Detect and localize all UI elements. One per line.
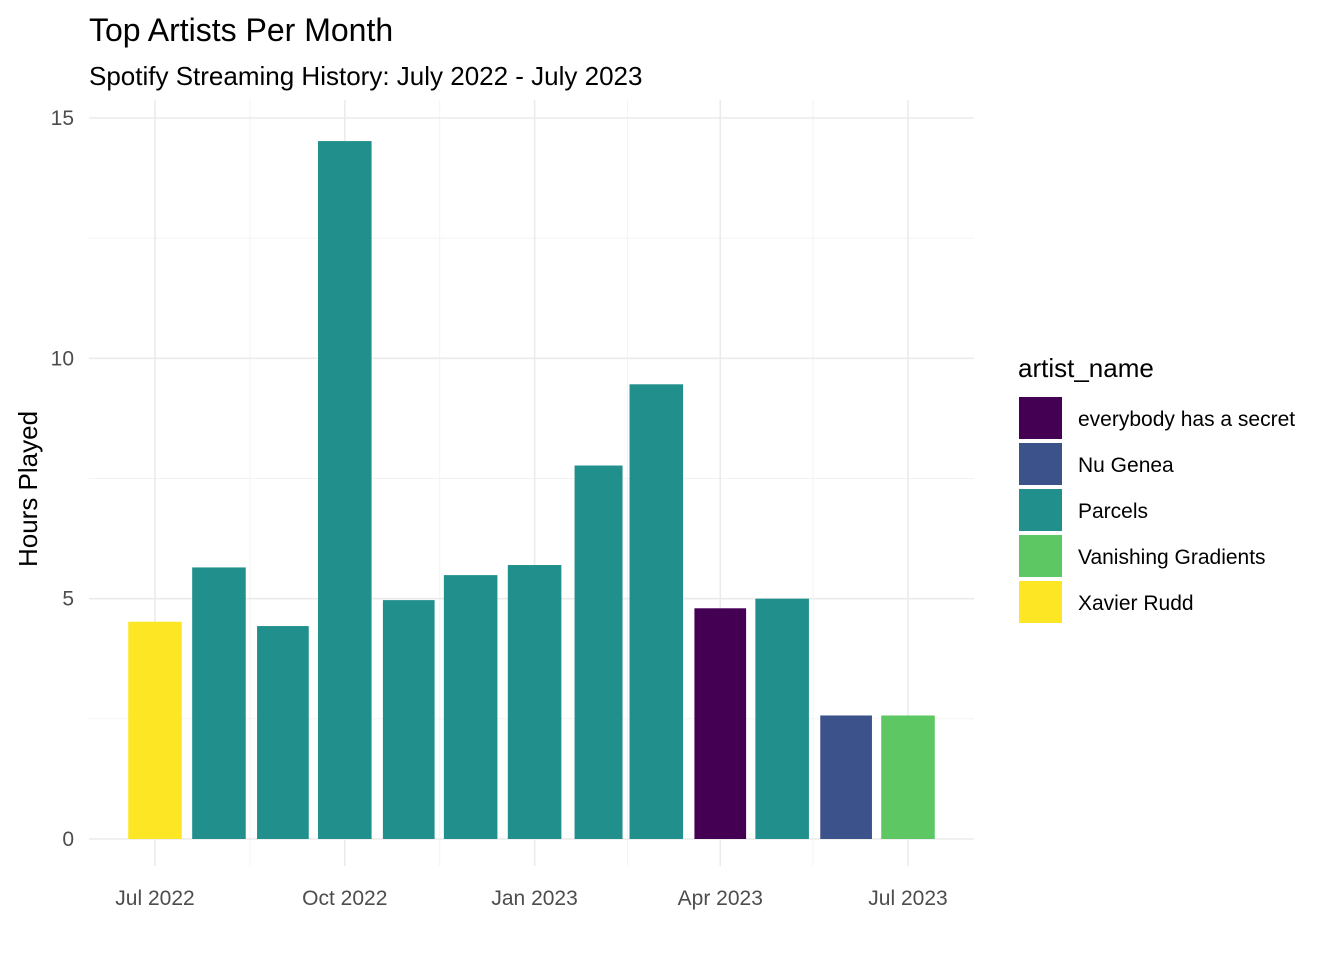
chart-title: Top Artists Per Month	[89, 12, 393, 48]
x-axis-ticks: Jul 2022 Oct 2022 Jan 2023 Apr 2023 Jul 2023	[115, 887, 947, 910]
bar-2023-06	[820, 715, 872, 839]
y-tick-label: 0	[62, 828, 74, 851]
bar-2022-10	[318, 141, 372, 839]
x-tick-label: Jan 2023	[491, 887, 577, 910]
legend-swatch	[1019, 397, 1062, 439]
legend-label: Parcels	[1078, 500, 1148, 523]
y-tick-label: 15	[51, 107, 74, 130]
x-tick-label: Jul 2023	[868, 887, 947, 910]
legend-label: Nu Genea	[1078, 454, 1174, 477]
legend-label: Xavier Rudd	[1078, 592, 1194, 615]
legend-items: everybody has a secret Nu Genea Parcels Van…	[1019, 397, 1295, 623]
bar-2022-12	[443, 575, 498, 839]
bar-2022-09	[257, 626, 309, 839]
legend-swatch	[1019, 489, 1062, 531]
bar-2023-05	[755, 598, 809, 839]
legend: artist_name everybody has a secret Nu Gen…	[1018, 353, 1295, 623]
bar-2023-07	[881, 715, 935, 839]
x-tick-label: Apr 2023	[678, 887, 763, 910]
y-tick-label: 10	[51, 347, 74, 370]
bar-2023-01	[507, 565, 562, 839]
legend-swatch	[1019, 443, 1062, 485]
y-axis-ticks: 0 5 10 15	[51, 107, 74, 851]
x-tick-label: Jul 2022	[115, 887, 194, 910]
bar-2022-08	[192, 567, 246, 839]
chart-subtitle: Spotify Streaming History: July 2022 - J…	[89, 61, 642, 91]
legend-label: Vanishing Gradients	[1078, 546, 1266, 569]
y-axis-title: Hours Played	[13, 411, 43, 567]
bar-2022-07	[128, 621, 182, 839]
legend-swatch	[1019, 581, 1062, 623]
legend-label: everybody has a secret	[1078, 408, 1295, 431]
bar-2023-03	[629, 384, 684, 839]
legend-swatch	[1019, 535, 1062, 577]
bar-2022-11	[382, 600, 435, 839]
legend-title: artist_name	[1018, 353, 1154, 383]
y-tick-label: 5	[62, 588, 74, 611]
bars	[128, 141, 935, 839]
bar-2023-02	[574, 465, 623, 839]
bar-2023-04	[694, 608, 747, 839]
x-tick-label: Oct 2022	[302, 887, 387, 910]
